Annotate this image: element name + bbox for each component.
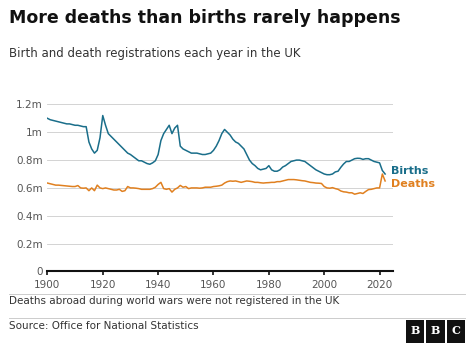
Text: Birth and death registrations each year in the UK: Birth and death registrations each year … [9, 47, 301, 60]
FancyBboxPatch shape [406, 320, 424, 343]
FancyBboxPatch shape [426, 320, 445, 343]
Text: Source: Office for National Statistics: Source: Office for National Statistics [9, 321, 199, 331]
Text: Deaths: Deaths [391, 179, 435, 189]
FancyBboxPatch shape [447, 320, 465, 343]
Text: B: B [410, 325, 419, 337]
Text: C: C [452, 325, 460, 337]
Text: Births: Births [391, 166, 428, 176]
Text: Deaths abroad during world wars were not registered in the UK: Deaths abroad during world wars were not… [9, 296, 340, 307]
Text: B: B [431, 325, 440, 337]
Text: More deaths than births rarely happens: More deaths than births rarely happens [9, 9, 401, 27]
